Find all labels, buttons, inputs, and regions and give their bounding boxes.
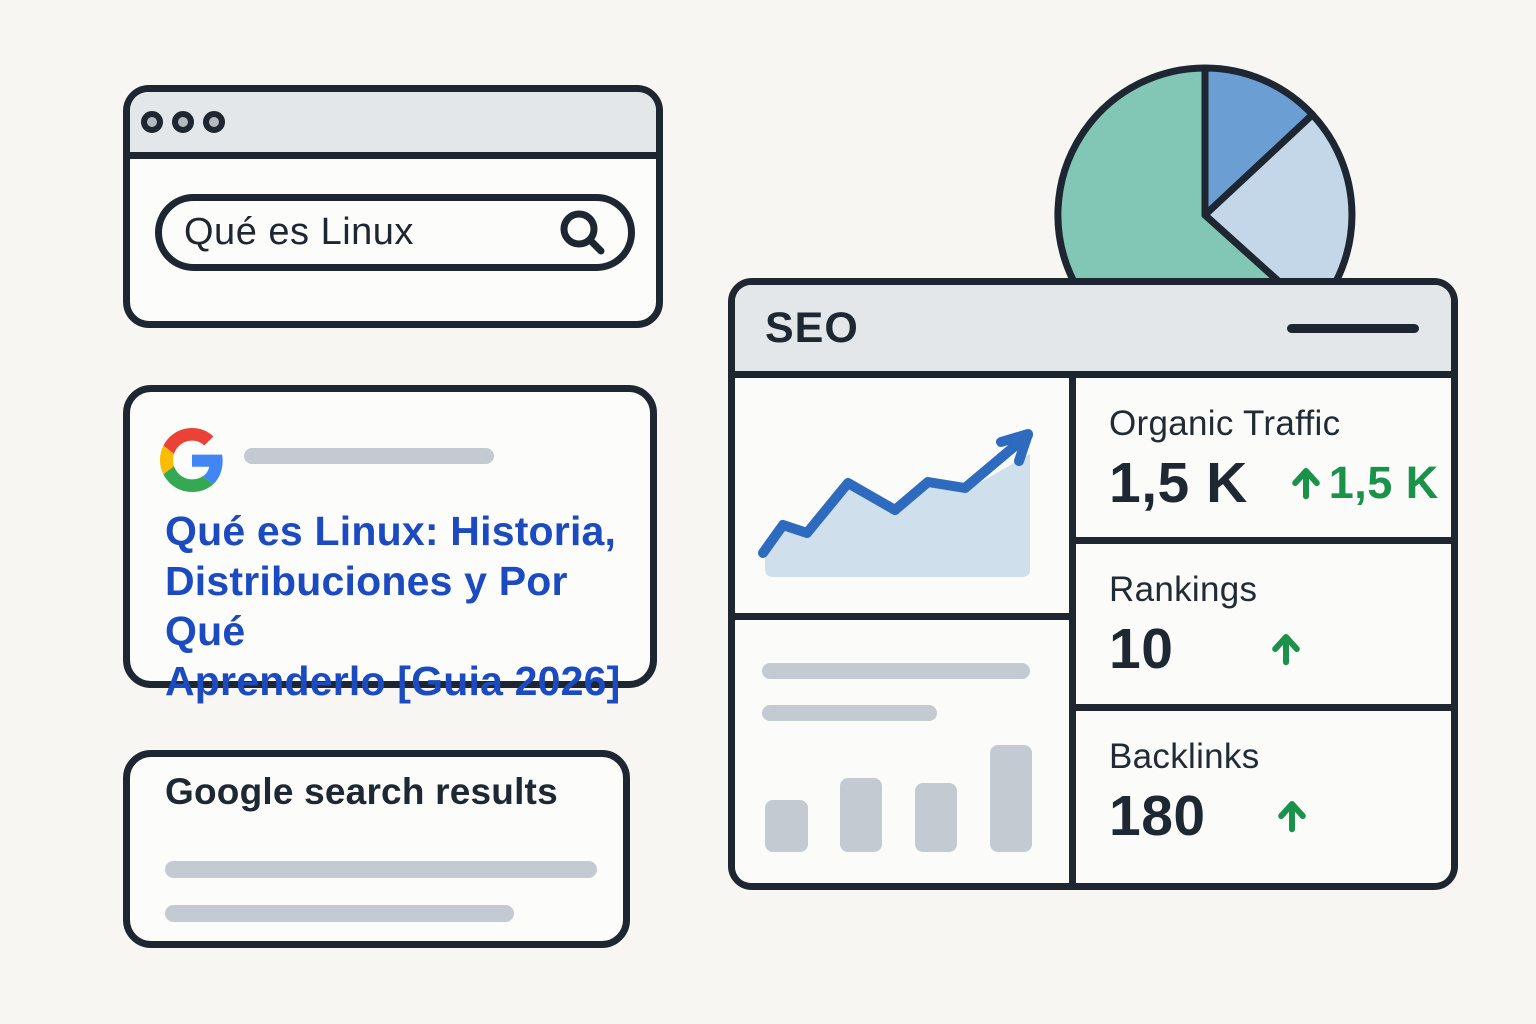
stat-value: 10 bbox=[1109, 617, 1174, 681]
stat-cell-rankings: Rankings 10 bbox=[1076, 544, 1451, 711]
text-placeholder-bar bbox=[762, 705, 937, 721]
seo-header: SEO bbox=[735, 285, 1451, 378]
up-arrow-icon bbox=[1277, 801, 1306, 833]
bar bbox=[990, 745, 1032, 852]
bar bbox=[840, 778, 882, 852]
url-placeholder-bar bbox=[244, 448, 494, 464]
results-heading: Google search results bbox=[165, 771, 558, 812]
bar bbox=[765, 800, 808, 852]
minimize-dash[interactable] bbox=[1287, 323, 1419, 333]
browser-window: Qué es Linux bbox=[123, 85, 663, 328]
stat-label: Rankings bbox=[1109, 570, 1258, 609]
chart-arrow-head bbox=[996, 429, 1033, 466]
bar bbox=[915, 783, 957, 852]
keyword-summary-cell bbox=[735, 620, 1076, 883]
window-control-dot[interactable] bbox=[203, 111, 225, 133]
stat-cell-backlinks: Backlinks 180 bbox=[1076, 711, 1451, 883]
search-bar[interactable]: Qué es Linux bbox=[155, 194, 635, 271]
google-result-card: Qué es Linux: Historia, Distribuciones y… bbox=[123, 385, 657, 704]
stat-value: 180 bbox=[1109, 784, 1206, 848]
result-title-line-3: Aprenderlo [Guia 2026] bbox=[165, 658, 621, 704]
window-control-dot[interactable] bbox=[141, 111, 163, 133]
up-arrow-icon bbox=[1272, 634, 1301, 666]
results-card: Google search results bbox=[123, 750, 630, 948]
traffic-line-chart bbox=[758, 429, 1033, 577]
search-query-text: Qué es Linux bbox=[184, 211, 414, 253]
result-title-line-1: Qué es Linux: Historia, bbox=[165, 508, 617, 554]
seo-panel: SEO bbox=[728, 278, 1458, 890]
up-arrow-icon bbox=[1291, 468, 1320, 500]
window-control-dot[interactable] bbox=[172, 111, 194, 133]
seo-title: SEO bbox=[765, 303, 859, 352]
google-logo bbox=[160, 428, 223, 492]
result-title-link[interactable]: Qué es Linux: Historia, Distribuciones y… bbox=[165, 506, 650, 706]
stat-change: 1,5 K bbox=[1328, 457, 1439, 508]
text-placeholder-bar bbox=[762, 663, 1030, 679]
keyword-bar-chart bbox=[762, 663, 1032, 852]
search-icon[interactable] bbox=[558, 208, 608, 258]
stat-cell-organic-traffic: Organic Traffic 1,5 K 1,5 K bbox=[1076, 378, 1451, 544]
stat-value: 1,5 K bbox=[1109, 451, 1248, 515]
traffic-chart-cell bbox=[735, 378, 1076, 620]
text-placeholder-bar bbox=[165, 861, 597, 878]
pie-slice-blue bbox=[1201, 64, 1316, 219]
stat-label: Organic Traffic bbox=[1109, 404, 1341, 443]
chart-trend-line bbox=[758, 430, 1033, 558]
chart-area-fill bbox=[765, 454, 1030, 577]
stat-label: Backlinks bbox=[1109, 737, 1260, 776]
result-title-line-2: Distribuciones y Por Qué bbox=[165, 558, 568, 654]
text-placeholder-bar bbox=[165, 905, 514, 922]
window-titlebar bbox=[130, 92, 656, 159]
